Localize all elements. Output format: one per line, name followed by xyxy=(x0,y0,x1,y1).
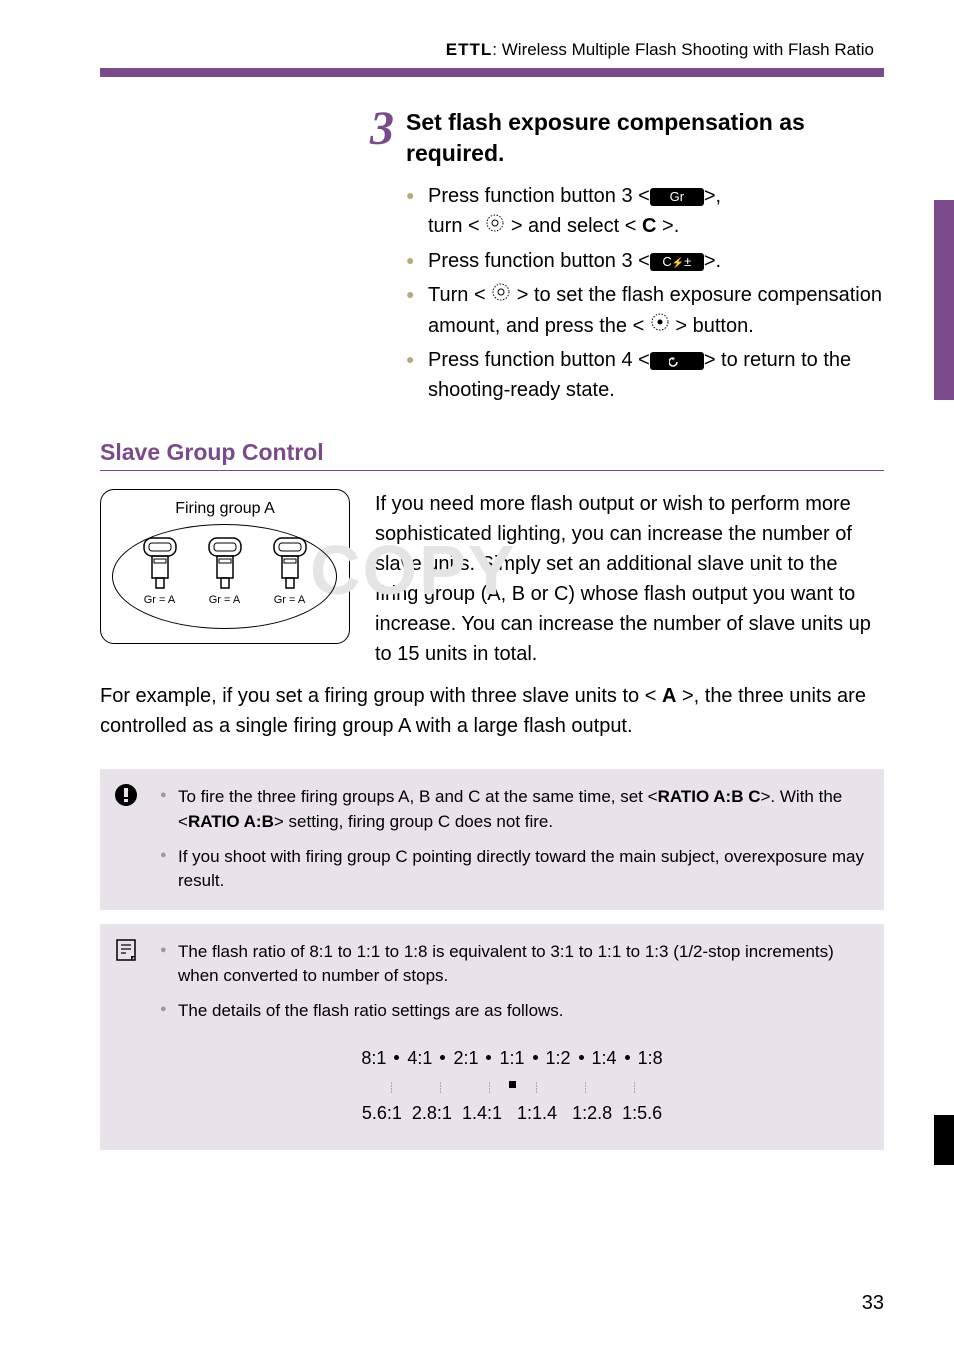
content-area: 3 Set flash exposure compensation as req… xyxy=(0,77,954,1150)
note-bullet-1: To fire the three firing groups A, B and… xyxy=(160,785,864,834)
info-note: The flash ratio of 8:1 to 1:1 to 1:8 is … xyxy=(100,924,884,1150)
header-text: ETTL: Wireless Multiple Flash Shooting w… xyxy=(100,40,884,60)
caution-icon xyxy=(114,783,138,807)
bullet-1: Press function button 3 <Gr>, turn < > a… xyxy=(406,181,884,242)
flash-icon xyxy=(203,534,247,594)
header-divider xyxy=(100,68,884,77)
header-subtitle: : Wireless Multiple Flash Shooting with … xyxy=(492,40,874,59)
side-tab-purple xyxy=(934,200,954,400)
flash-unit-3: Gr = A xyxy=(268,534,312,606)
gr-icon: Gr xyxy=(650,188,704,206)
ratio-abc: RATIO A:B C xyxy=(658,787,761,806)
c-letter: C xyxy=(642,215,656,237)
gr-label: Gr = A xyxy=(274,594,306,606)
example-para: For example, if you set a firing group w… xyxy=(100,681,884,741)
a-letter: A xyxy=(662,685,676,707)
bullet-3: Turn < > to set the flash exposure compe… xyxy=(406,280,884,341)
bullet-4: Press function button 4 <> to return to … xyxy=(406,345,884,405)
caution-note: To fire the three firing groups A, B and… xyxy=(100,769,884,910)
slave-body-text: If you need more flash output or wish to… xyxy=(375,489,884,669)
step-title: Set flash exposure compensation as requi… xyxy=(406,107,884,169)
ratio-bottom-row: 5.6:1 2.8:1 1.4:1 1:1.4 1:2.8 1:5.6 xyxy=(160,1093,864,1134)
dial-icon xyxy=(491,281,511,311)
ratio-diagram: 8:14:12:11:11:21:41:8 ┊ ┊ ┊ ┊ ┊ ┊ 5.6:1 … xyxy=(160,1038,864,1134)
ratio-ab: RATIO A:B xyxy=(188,812,274,831)
flash-unit-1: Gr = A xyxy=(138,534,182,606)
button-icon xyxy=(650,311,670,341)
bullet-2: Press function button 3 <C⚡±>. xyxy=(406,246,884,276)
slave-heading: Slave Group Control xyxy=(100,439,884,471)
dial-icon xyxy=(485,212,505,242)
note-bullet-2: If you shoot with firing group C pointin… xyxy=(160,845,864,894)
firing-group-diagram: Firing group A Gr = A Gr = A Gr = A xyxy=(100,489,350,644)
page-number: 33 xyxy=(862,1292,884,1315)
side-tab-black xyxy=(934,1115,954,1165)
slave-section: Firing group A Gr = A Gr = A Gr = A xyxy=(100,489,884,669)
note-page-icon xyxy=(114,938,138,962)
note2-bullet-2: The details of the flash ratio settings … xyxy=(160,999,864,1024)
step-3-block: 3 Set flash exposure compensation as req… xyxy=(100,107,884,409)
step-number: 3 xyxy=(370,107,394,150)
gr-label: Gr = A xyxy=(144,594,176,606)
return-icon xyxy=(650,352,704,370)
c-flash-icon: C⚡± xyxy=(650,253,704,271)
diagram-title: Firing group A xyxy=(109,500,341,518)
ettl-label: ETTL xyxy=(446,40,493,59)
flash-icon xyxy=(138,534,182,594)
page-header: ETTL: Wireless Multiple Flash Shooting w… xyxy=(0,0,954,77)
step-bullets: Press function button 3 <Gr>, turn < > a… xyxy=(406,181,884,405)
flash-icon xyxy=(268,534,312,594)
note2-bullet-1: The flash ratio of 8:1 to 1:1 to 1:8 is … xyxy=(160,940,864,989)
gr-label: Gr = A xyxy=(209,594,241,606)
flash-unit-2: Gr = A xyxy=(203,534,247,606)
